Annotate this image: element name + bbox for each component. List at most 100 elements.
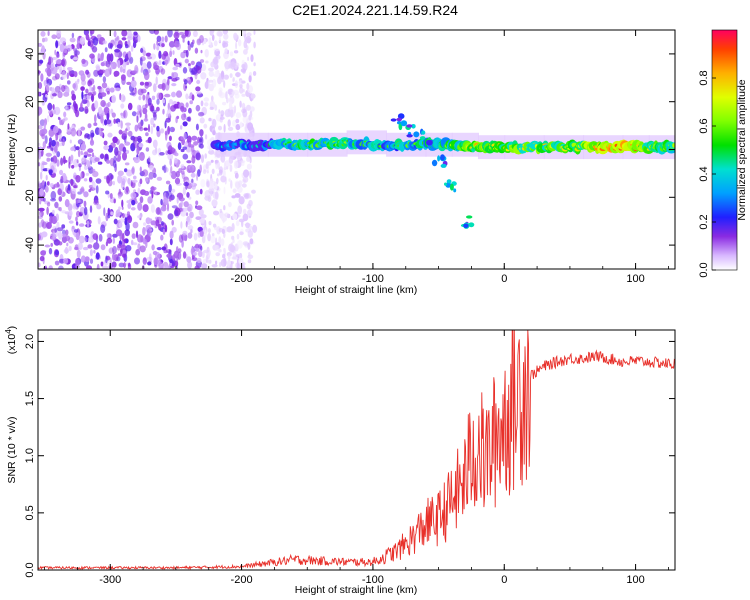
- heatmap-noise-cell: [117, 243, 122, 249]
- heatmap-noise-cell: [187, 203, 193, 212]
- heatmap-noise-cell: [168, 184, 172, 193]
- heatmap-noise-cell: [119, 66, 123, 73]
- heatmap-noise-cell: [198, 244, 202, 249]
- heatmap-noise-cell: [66, 44, 73, 52]
- heatmap-noise-cell: [222, 42, 229, 48]
- heatmap-noise-cell: [125, 222, 130, 232]
- heatmap-noise-cell: [187, 43, 192, 51]
- heatmap-noise-cell: [232, 213, 238, 220]
- heatmap-noise-cell: [66, 242, 69, 247]
- heatmap-noise-cell: [92, 91, 97, 96]
- heatmap-noise-cell: [213, 40, 218, 47]
- heatmap-noise-cell: [182, 251, 187, 259]
- heatmap-noise-cell: [178, 197, 185, 202]
- heatmap-noise-cell: [214, 50, 217, 56]
- heatmap-noise-cell: [176, 197, 179, 204]
- heatmap-noise-cell: [218, 236, 222, 245]
- heatmap-noise-cell: [160, 68, 166, 75]
- heatmap-noise-cell: [100, 53, 104, 62]
- heatmap-noise-cell: [248, 194, 251, 199]
- heatmap-noise-cell: [196, 79, 201, 85]
- heatmap-noise-cell: [204, 102, 209, 107]
- heatmap-noise-cell: [195, 189, 200, 195]
- y-tick-label: 0.5: [24, 505, 36, 520]
- heatmap-noise-cell: [148, 123, 150, 133]
- heatmap-noise-cell: [219, 116, 225, 120]
- heatmap-noise-cell: [199, 59, 205, 63]
- heatmap-x-label: Height of straight line (km): [295, 284, 418, 296]
- heatmap-noise-cell: [139, 166, 142, 173]
- heatmap-noise-cell: [202, 251, 205, 259]
- heatmap-noise-cell: [93, 69, 99, 77]
- heatmap-noise-cell: [39, 199, 42, 205]
- heatmap-noise-cell: [235, 118, 240, 124]
- heatmap-noise-cell: [175, 63, 180, 68]
- heatmap-noise-cell: [214, 70, 220, 78]
- heatmap-noise-cell: [244, 194, 250, 200]
- heatmap-noise-cell: [203, 123, 208, 129]
- heatmap-noise-cell: [131, 199, 136, 206]
- heatmap-noise-cell: [160, 205, 167, 212]
- heatmap-noise-cell: [142, 257, 147, 265]
- heatmap-noise-cell: [189, 211, 194, 219]
- heatmap-noise-cell: [65, 229, 69, 236]
- heatmap-noise-cell: [196, 257, 202, 264]
- heatmap-noise-cell: [218, 87, 223, 94]
- heatmap-noise-cell: [167, 78, 170, 86]
- heatmap-noise-cell: [158, 60, 162, 66]
- heatmap-noise-cell: [237, 205, 243, 215]
- heatmap-noise-cell: [121, 232, 125, 242]
- heatmap-noise-cell: [76, 43, 81, 50]
- heatmap-noise-cell: [239, 87, 244, 94]
- heatmap-noise-cell: [42, 37, 45, 43]
- heatmap-noise-cell: [200, 72, 207, 80]
- heatmap-noise-cell: [98, 40, 101, 45]
- heatmap-noise-cell: [133, 175, 137, 180]
- heatmap-noise-cell: [66, 102, 72, 106]
- heatmap-noise-cell: [57, 91, 63, 99]
- heatmap-noise-cell: [164, 224, 168, 233]
- heatmap-noise-cell: [197, 136, 201, 144]
- heatmap-noise-cell: [242, 213, 249, 222]
- heatmap-noise-cell: [174, 40, 180, 48]
- heatmap-noise-cell: [199, 188, 203, 195]
- heatmap-noise-cell: [219, 166, 223, 174]
- heatmap-noise-cell: [156, 216, 162, 223]
- heatmap-noise-cell: [139, 245, 146, 253]
- heatmap-noise-cell: [62, 233, 67, 238]
- chart-title: C2E1.2024.221.14.59.R24: [292, 2, 458, 18]
- heatmap-noise-cell: [229, 51, 234, 57]
- heatmap-noise-cell: [171, 72, 175, 79]
- heatmap-noise-cell: [139, 196, 144, 204]
- heatmap-noise-cell: [56, 151, 61, 158]
- heatmap-noise-cell: [85, 88, 89, 94]
- heatmap-noise-cell: [156, 98, 160, 105]
- heatmap-noise-cell: [73, 50, 80, 56]
- heatmap-noise-cell: [39, 212, 42, 217]
- heatmap-noise-cell: [93, 242, 100, 250]
- heatmap-noise-cell: [89, 30, 95, 35]
- heatmap-noise-cell: [149, 253, 152, 261]
- heatmap-noise-cell: [246, 32, 252, 37]
- heatmap-noise-cell: [168, 259, 174, 263]
- heatmap-noise-cell: [100, 100, 106, 107]
- heatmap-noise-cell: [85, 172, 90, 176]
- heatmap-noise-cell: [164, 35, 168, 43]
- heatmap-noise-cell: [227, 254, 231, 261]
- heatmap-noise-cell: [44, 244, 51, 248]
- heatmap-noise-cell: [59, 65, 63, 74]
- heatmap-noise-cell: [109, 193, 113, 199]
- heatmap-noise-cell: [61, 118, 66, 123]
- heatmap-noise-cell: [186, 116, 191, 122]
- heatmap-noise-cell: [136, 115, 139, 123]
- heatmap-noise-cell: [137, 215, 142, 219]
- y-tick-label: 0.0: [24, 562, 36, 577]
- heatmap-noise-cell: [77, 127, 81, 137]
- heatmap-noise-cell: [182, 121, 188, 127]
- heatmap-noise-cell: [63, 48, 67, 54]
- heatmap-noise-cell: [50, 190, 57, 200]
- heatmap-noise-cell: [155, 68, 160, 75]
- heatmap-noise-cell: [177, 248, 182, 253]
- heatmap-branch-cell: [440, 154, 445, 161]
- y-tick-label: 40: [24, 48, 36, 60]
